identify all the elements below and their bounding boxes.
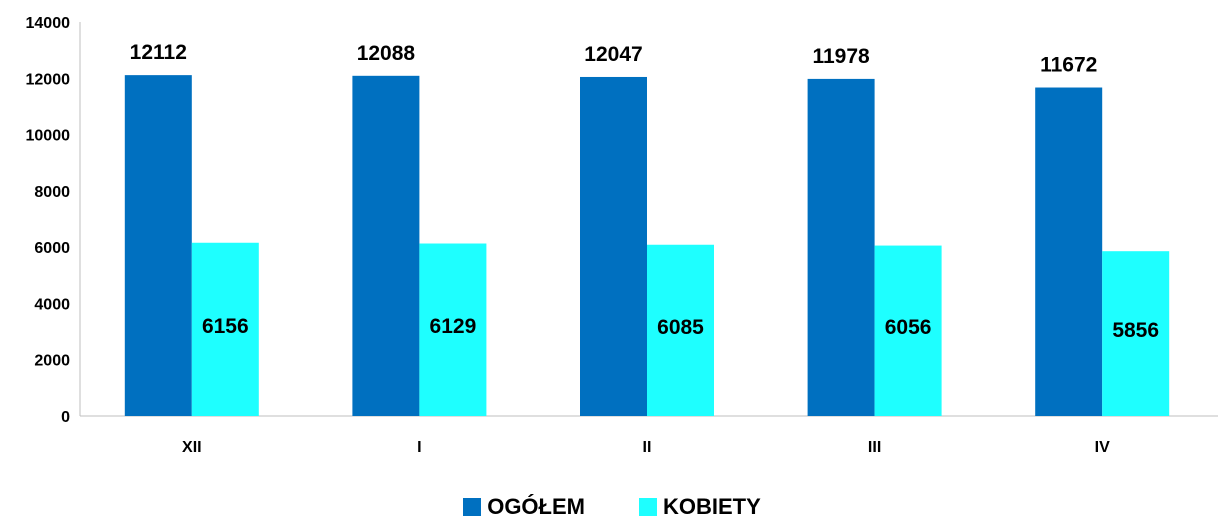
legend-swatch-series-1 (463, 498, 482, 516)
y-tick-label: 14000 (26, 15, 71, 32)
x-tick-label: IV (1095, 439, 1110, 456)
data-label-series-2: 6056 (885, 316, 932, 339)
bar-series-1 (352, 75, 420, 416)
bar-series-1 (1035, 87, 1103, 416)
y-tick-label: 12000 (26, 71, 71, 88)
y-tick-label: 2000 (34, 353, 70, 370)
bar-series-1 (124, 75, 192, 416)
data-label-series-2: 5856 (1112, 319, 1159, 342)
legend: OGÓŁEM KOBIETY (0, 494, 1224, 520)
bar-series-2 (419, 243, 487, 416)
data-label-series-1: 12047 (584, 43, 642, 66)
y-tick-labels: 0 2000 4000 6000 8000 10000 12000 14000 (26, 15, 71, 426)
y-tick-label: 8000 (34, 184, 70, 201)
bar-series-2 (647, 244, 714, 416)
x-tick-label: I (417, 439, 421, 456)
data-label-series-2: 6085 (657, 316, 704, 339)
x-tick-label: XII (182, 439, 202, 456)
x-tick-labels: XII I II III IV (182, 439, 1110, 456)
data-label-series-1: 11672 (1040, 54, 1097, 77)
bar-series-2 (874, 245, 942, 416)
data-label-series-2: 6156 (202, 315, 249, 338)
data-label-series-1: 12088 (357, 42, 416, 65)
data-labels: 12112 6156 12088 6129 12047 6085 11978 6056 1167… (130, 41, 1159, 342)
bars (124, 75, 1170, 417)
legend-item-series-2: KOBIETY (638, 494, 761, 520)
legend-swatch-series-2 (638, 498, 657, 516)
legend-item-series-1: OGÓŁEM (463, 494, 585, 520)
x-tick-label: II (643, 439, 652, 456)
bar-series-1 (580, 76, 647, 416)
data-label-series-1: 12112 (130, 41, 187, 64)
y-tick-label: 6000 (34, 240, 70, 257)
data-label-series-2: 6129 (430, 315, 477, 338)
bar-series-2 (1102, 251, 1170, 416)
y-tick-label: 0 (61, 409, 70, 426)
legend-label-series-2: KOBIETY (662, 494, 761, 519)
data-label-series-1: 11978 (812, 45, 870, 68)
x-tick-label: III (868, 439, 881, 456)
y-tick-label: 4000 (34, 296, 70, 313)
bar-series-1 (807, 78, 875, 417)
legend-label-series-1: OGÓŁEM (487, 494, 585, 519)
y-tick-label: 10000 (26, 128, 71, 145)
bar-series-2 (191, 242, 259, 416)
